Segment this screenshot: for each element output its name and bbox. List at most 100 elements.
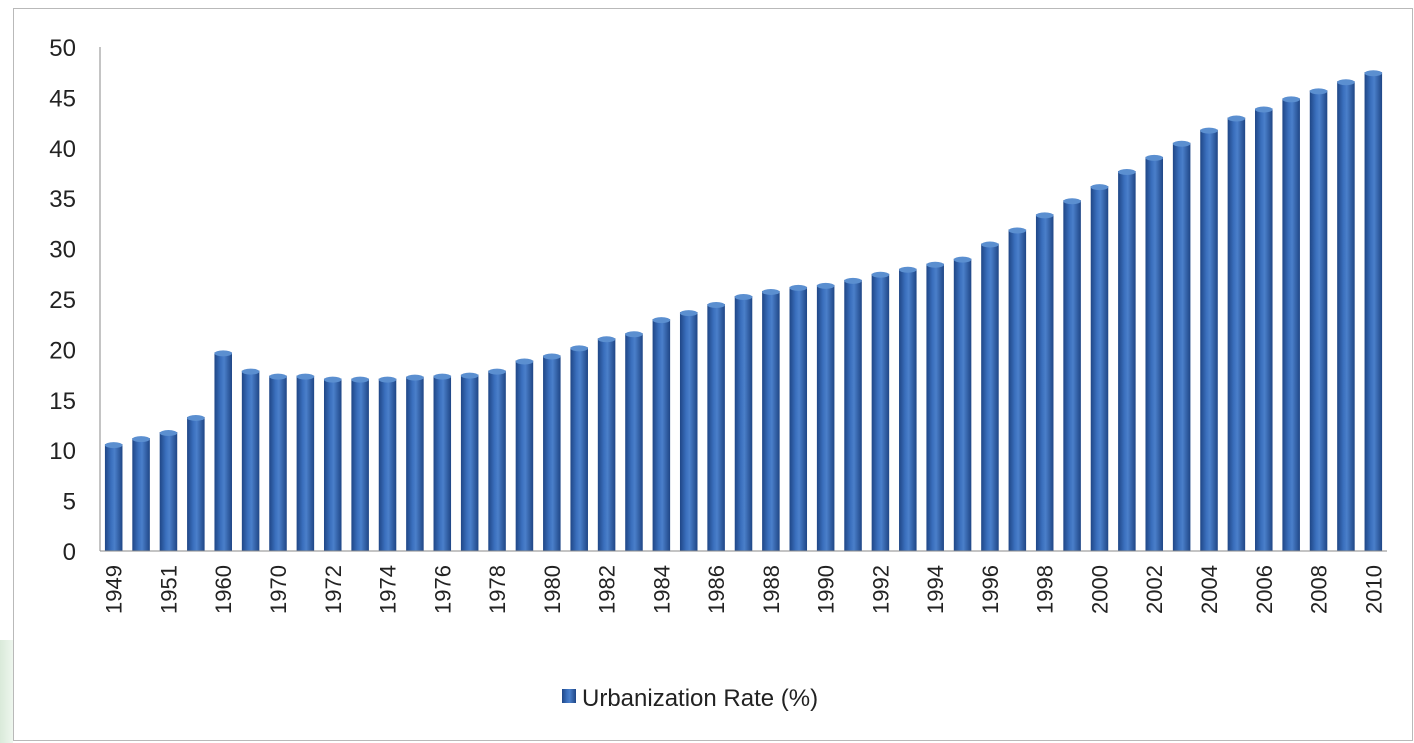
bar	[104, 444, 123, 551]
bar-top-cap	[460, 372, 479, 379]
bar-top-cap	[488, 368, 506, 375]
y-tick-label: 35	[49, 186, 76, 213]
bar-top-cap	[241, 368, 260, 375]
bar-top-cap	[543, 353, 561, 360]
bar	[762, 290, 780, 551]
bar	[323, 378, 342, 551]
bar-series	[104, 70, 1383, 552]
bar-top-cap	[844, 277, 862, 284]
y-tick-label: 0	[63, 539, 76, 566]
x-tick-label: 1960	[211, 565, 236, 614]
bar	[816, 284, 835, 551]
bar	[515, 360, 534, 551]
y-tick-label: 40	[49, 136, 76, 163]
bar-top-cap	[1035, 212, 1054, 219]
bar-top-cap	[707, 302, 725, 309]
y-axis-tick-labels: 0 5 10 15 20 25 30 35 40 45 50	[49, 35, 76, 566]
y-tick-label: 10	[49, 438, 76, 465]
bar-top-cap	[269, 373, 287, 380]
bar-top-cap	[296, 373, 315, 380]
bar	[899, 268, 917, 551]
bar-top-cap	[899, 266, 917, 273]
bar	[433, 375, 452, 551]
bar	[926, 263, 944, 551]
bar	[570, 347, 588, 551]
x-tick-label: 2010	[1361, 565, 1386, 614]
y-tick-label: 20	[49, 337, 76, 364]
x-tick-label: 1986	[704, 565, 729, 614]
bar-top-cap	[187, 414, 205, 421]
bar	[543, 355, 561, 551]
bar	[981, 243, 999, 551]
x-tick-label: 2000	[1087, 565, 1112, 614]
bar-top-cap	[132, 436, 150, 443]
y-tick-label: 15	[49, 388, 76, 415]
bar	[789, 286, 808, 551]
bar-top-cap	[570, 345, 588, 352]
x-tick-label: 2006	[1252, 565, 1277, 614]
x-tick-label: 1984	[649, 565, 674, 614]
bar-top-cap	[1337, 79, 1355, 86]
x-tick-label: 1972	[321, 565, 346, 614]
x-axis-tick-labels: 1949 1951 1960 1970 1972 1974 1976 1978 1980 1982…	[102, 565, 1387, 614]
bar-top-cap	[1063, 198, 1081, 205]
x-tick-label: 1949	[102, 565, 127, 614]
chart-frame: 0 5 10 15 20 25 30 35 40 45 50 1949 1951 1960 1970 197…	[13, 8, 1413, 741]
bar-top-cap	[1118, 168, 1136, 175]
bar-top-cap	[406, 374, 424, 381]
y-tick-label: 50	[49, 35, 76, 62]
bar	[132, 438, 150, 551]
x-tick-label: 1998	[1033, 565, 1058, 614]
bar	[214, 352, 232, 551]
bar-top-cap	[597, 336, 616, 343]
x-tick-label: 1976	[430, 565, 455, 614]
bar	[159, 432, 178, 551]
bar-top-cap	[1008, 227, 1027, 234]
bar-top-cap	[953, 256, 972, 263]
bar-top-cap	[324, 376, 342, 383]
bar	[1364, 72, 1383, 551]
bar	[707, 304, 725, 551]
bar	[378, 378, 397, 551]
bar	[1090, 186, 1109, 551]
bar-top-cap	[433, 373, 452, 380]
bar-top-cap	[159, 430, 178, 437]
bar	[488, 370, 506, 551]
bar	[1035, 214, 1054, 551]
y-tick-label: 30	[49, 237, 76, 264]
bar-top-cap	[926, 261, 944, 268]
bar	[1008, 229, 1027, 551]
x-tick-label: 1951	[156, 565, 181, 614]
x-tick-label: 1992	[868, 565, 893, 614]
bar-top-cap	[789, 284, 808, 291]
bar-top-cap	[816, 282, 835, 289]
bar-top-cap	[734, 293, 753, 300]
bar	[1063, 200, 1081, 551]
legend-label: Urbanization Rate (%)	[582, 685, 818, 712]
bar	[406, 376, 424, 551]
bar	[871, 273, 890, 551]
bar-top-cap	[515, 358, 534, 365]
bar	[351, 378, 369, 551]
bar-top-cap	[1172, 140, 1191, 147]
bar-top-cap	[679, 310, 698, 317]
bar-top-cap	[104, 442, 123, 449]
bar	[1255, 108, 1273, 552]
bar-top-cap	[214, 350, 232, 357]
y-tick-label: 5	[63, 489, 76, 516]
bar	[1172, 142, 1191, 551]
bar-top-cap	[762, 288, 780, 295]
bar-top-cap	[1364, 70, 1383, 77]
bar-top-cap	[378, 376, 397, 383]
bar	[1200, 129, 1218, 551]
bar	[1118, 170, 1136, 552]
x-tick-label: 2002	[1142, 565, 1167, 614]
x-tick-label: 2004	[1197, 565, 1222, 614]
bar	[1145, 156, 1164, 551]
bar	[296, 375, 315, 551]
bar-top-cap	[1090, 184, 1109, 191]
bar	[241, 370, 260, 551]
bar	[1337, 81, 1355, 552]
bar-top-cap	[1282, 96, 1300, 103]
bar	[652, 319, 671, 551]
